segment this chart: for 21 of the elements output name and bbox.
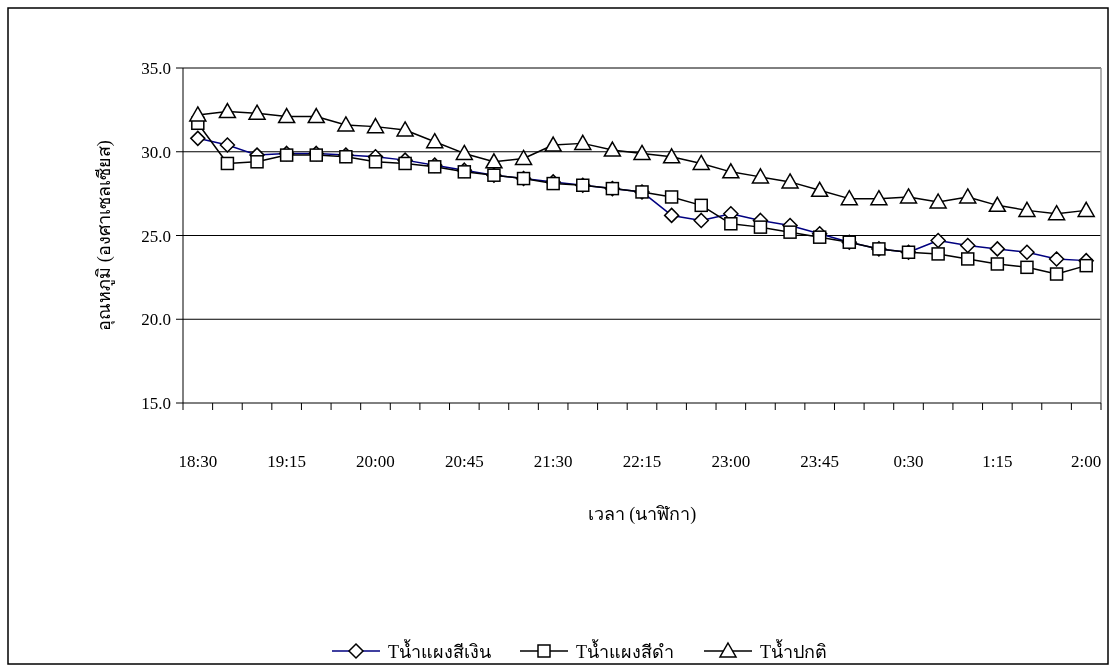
legend-label: Tน้ำปกติ (760, 639, 827, 662)
x-tick-label: 23:00 (711, 452, 751, 471)
x-tick-label: 23:45 (800, 452, 840, 471)
x-tick-label: 1:15 (982, 452, 1013, 471)
x-tick-label: 19:15 (267, 452, 307, 471)
x-tick-label: 20:00 (356, 452, 395, 471)
y-tick-label: 15.0 (141, 394, 171, 413)
x-tick-label: 0:30 (893, 452, 924, 471)
x-tick-label: 20:45 (444, 452, 484, 471)
y-tick-label: 20.0 (141, 310, 171, 330)
y-axis-title: อุณหภูมิ (องศาเซลเซียส) (94, 140, 115, 331)
x-tick-label: 22:15 (622, 452, 662, 471)
y-tick-label: 25.0 (141, 226, 171, 246)
x-axis-title: เวลา (นาฬิกา) (587, 504, 697, 525)
legend-label: Tน้ำแผงสีดำ (576, 639, 674, 662)
x-tick-label: 21:30 (533, 452, 573, 471)
x-tick-label: 2:00 (1071, 452, 1102, 471)
y-tick-label: 35.0 (141, 59, 171, 78)
x-tick-label: 18:30 (178, 452, 218, 471)
y-tick-label: 30.0 (141, 142, 171, 162)
legend-label: Tน้ำแผงสีเงิน (388, 639, 491, 662)
